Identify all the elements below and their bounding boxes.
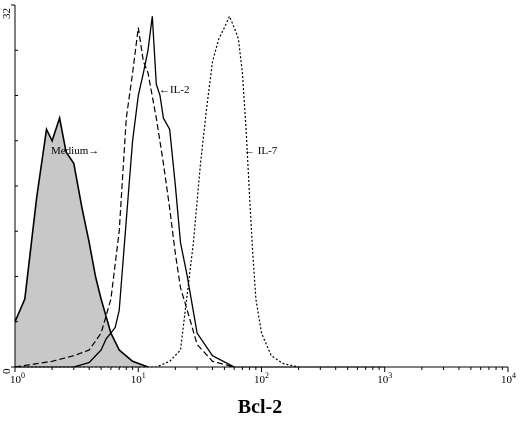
y-tick-label-1: 32 (1, 8, 13, 19)
x-tick-label-2: 102 (254, 371, 269, 386)
series-area-medium (15, 118, 148, 367)
series-line-il-7-dotted (15, 14, 299, 368)
x-tick-label-3: 103 (377, 371, 392, 386)
x-axis-label: Bcl-2 (237, 396, 283, 418)
annotation-il2: ←IL-2 (159, 84, 190, 96)
x-tick-label-1: 101 (131, 371, 146, 386)
series-layer (14, 14, 385, 368)
annotation-il7: ← IL-7 (244, 145, 278, 157)
series-line-unlabeled-dashed (14, 27, 235, 368)
annotation-layer: Medium→ ←IL-2 ← IL-7 (51, 84, 278, 157)
annotation-medium: Medium→ (51, 145, 99, 157)
x-tick-label-4: 104 (501, 371, 516, 386)
series-outline-medium (14, 114, 149, 368)
y-tick-label-0: 0 (1, 368, 13, 374)
series-line-il-2-solid (15, 16, 385, 368)
